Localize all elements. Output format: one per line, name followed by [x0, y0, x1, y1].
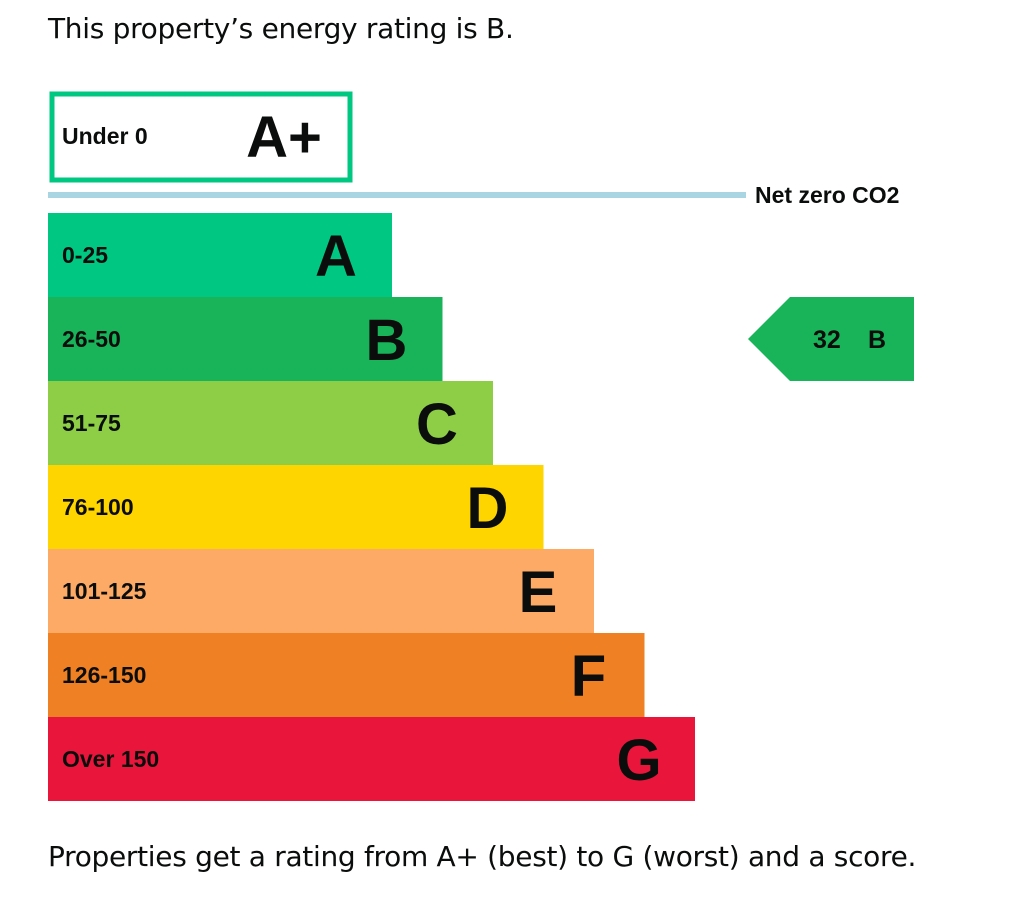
- current-rating-arrow: [748, 297, 914, 381]
- top-band-box: [49, 91, 353, 183]
- band-range-e: 101-125: [62, 578, 147, 604]
- band-range-a: 0-25: [62, 242, 108, 268]
- band-range-f: 126-150: [62, 662, 146, 688]
- band-letter-a: A: [315, 224, 357, 289]
- band-letter-c: C: [416, 392, 458, 457]
- band-range-c: 51-75: [62, 410, 121, 436]
- band-letter-d: D: [467, 476, 509, 541]
- rating-bands: 0-25 A 26-50 B 51-75 C 76-100 D 101-125 E 126-150 F…: [48, 213, 695, 801]
- band-letter-e: E: [519, 560, 558, 625]
- band-letter-g: G: [616, 728, 661, 793]
- rating-explanation: Properties get a rating from A+ (best) t…: [48, 840, 917, 873]
- current-rating-letter: B: [868, 326, 886, 354]
- band-letter-b: B: [366, 308, 408, 373]
- band-bar-g: [48, 717, 695, 801]
- band-bar-b: [48, 297, 443, 381]
- band-range-g: Over 150: [62, 746, 159, 772]
- band-letter-f: F: [571, 644, 606, 709]
- top-band-range: Under 0: [62, 123, 148, 149]
- intro-text: This property’s energy rating is B.: [48, 12, 514, 45]
- top-band-letter: A+: [246, 105, 322, 170]
- band-range-b: 26-50: [62, 326, 121, 352]
- band-range-d: 76-100: [62, 494, 134, 520]
- band-bar-f: [48, 633, 645, 717]
- band-bar-c: [48, 381, 493, 465]
- net-zero-label: Net zero CO2: [755, 182, 899, 208]
- current-rating-score: 32: [813, 326, 841, 354]
- band-bar-d: [48, 465, 544, 549]
- band-bar-a: [48, 213, 392, 297]
- band-bar-e: [48, 549, 594, 633]
